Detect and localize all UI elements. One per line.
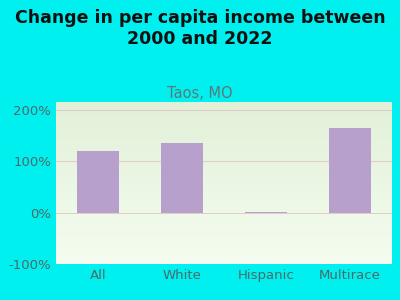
Text: Taos, MO: Taos, MO [167, 85, 233, 100]
Bar [161, 143, 203, 213]
Bar [77, 151, 119, 213]
Bar [329, 128, 371, 213]
Text: Change in per capita income between
2000 and 2022: Change in per capita income between 2000… [15, 9, 385, 49]
Bar [245, 212, 287, 213]
